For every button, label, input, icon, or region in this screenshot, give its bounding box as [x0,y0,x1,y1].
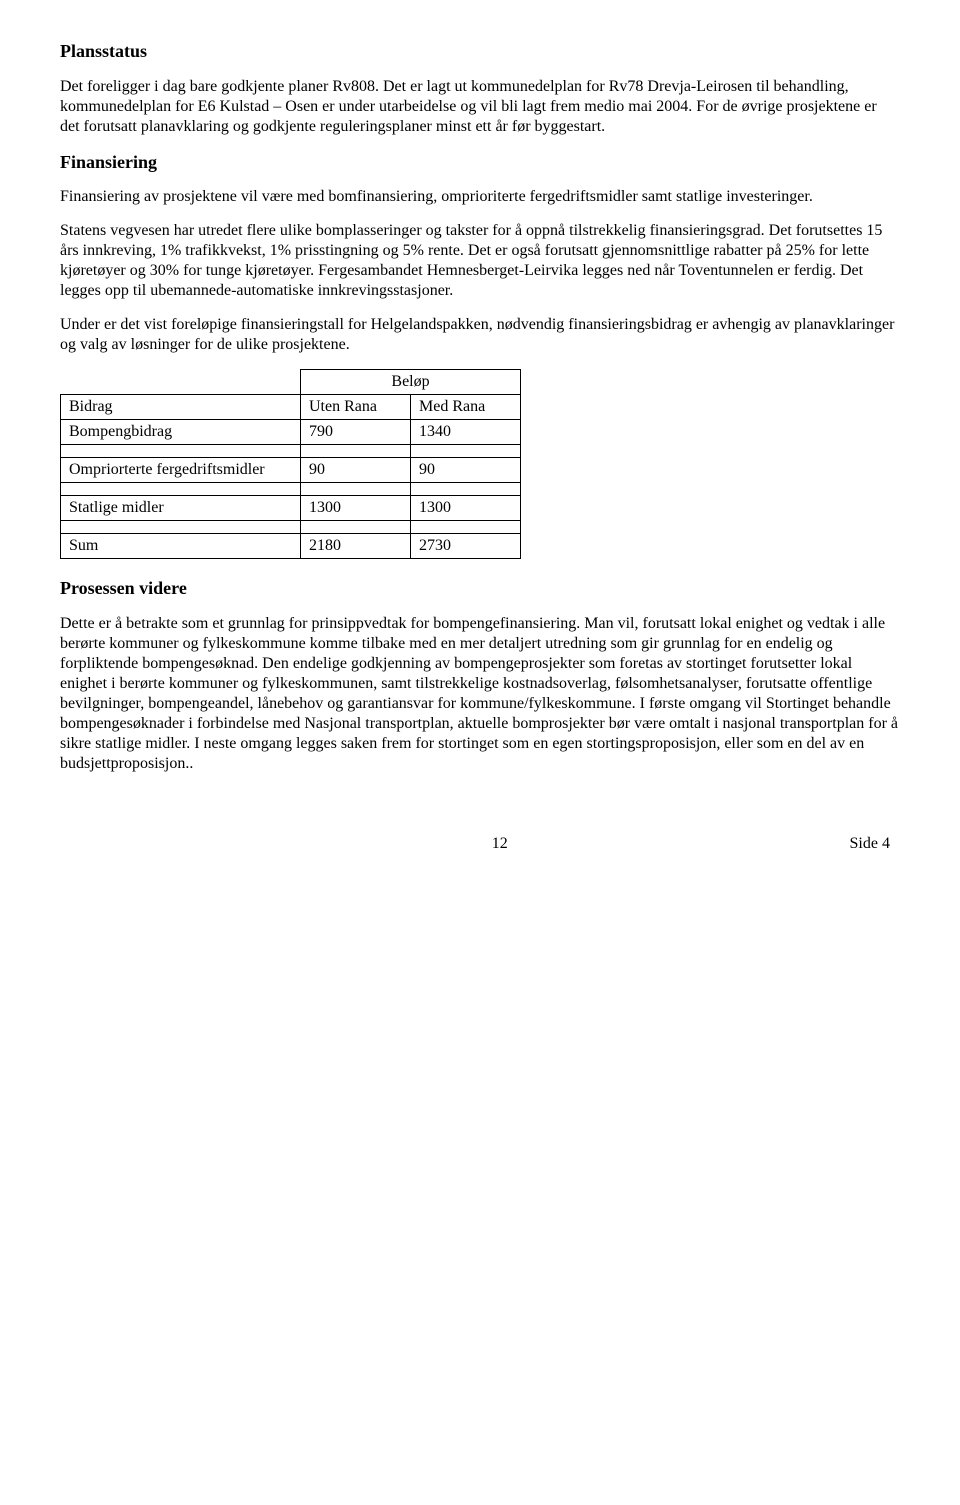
table-caption-cell: Beløp [301,370,521,395]
spacer-cell [411,483,521,496]
table-cell-value: 90 [411,458,521,483]
section-heading-prosessen: Prosessen videre [60,577,900,600]
table-cell-label: Bompengbidrag [61,420,301,445]
financing-table: Beløp Bidrag Uten Rana Med Rana Bompengb… [60,369,521,559]
table-caption-row: Beløp [61,370,521,395]
spacer-cell [411,521,521,534]
table-cell-label: Ompriorterte fergedriftsmidler [61,458,301,483]
table-cell-value: 1340 [411,420,521,445]
table-cell-label: Statlige midler [61,496,301,521]
table-sum-row: Sum 2180 2730 [61,534,521,559]
table-spacer-row [61,483,521,496]
table-row: Statlige midler 1300 1300 [61,496,521,521]
table-cell-value: 1300 [301,496,411,521]
table-spacer-row [61,521,521,534]
section-heading-finansiering: Finansiering [60,151,900,174]
table-cell-value: 790 [301,420,411,445]
table-header-bidrag: Bidrag [61,395,301,420]
table-row: Bompengbidrag 790 1340 [61,420,521,445]
spacer-cell [411,445,521,458]
table-header-row: Bidrag Uten Rana Med Rana [61,395,521,420]
spacer-cell [61,483,301,496]
spacer-cell [301,445,411,458]
spacer-cell [301,483,411,496]
spacer-cell [301,521,411,534]
page-footer: 12 Side 4 [60,834,900,854]
paragraph-prosessen: Dette er å betrakte som et grunnlag for … [60,614,900,774]
table-spacer-row [61,445,521,458]
paragraph-finansiering-3: Under er det vist foreløpige finansierin… [60,315,900,355]
footer-page-right: Side 4 [850,834,890,854]
paragraph-finansiering-1: Finansiering av prosjektene vil være med… [60,187,900,207]
spacer-cell [61,445,301,458]
table-header-uten-rana: Uten Rana [301,395,411,420]
table-cell-value: 90 [301,458,411,483]
table-sum-label: Sum [61,534,301,559]
spacer-cell [61,521,301,534]
paragraph-plansstatus: Det foreligger i dag bare godkjente plan… [60,77,900,137]
table-row: Ompriorterte fergedriftsmidler 90 90 [61,458,521,483]
table-header-med-rana: Med Rana [411,395,521,420]
footer-page-center: 12 [492,834,508,854]
blank-cell [61,370,301,395]
table-sum-value: 2730 [411,534,521,559]
table-cell-value: 1300 [411,496,521,521]
paragraph-finansiering-2: Statens vegvesen har utredet flere ulike… [60,221,900,301]
table-sum-value: 2180 [301,534,411,559]
section-heading-plansstatus: Plansstatus [60,40,900,63]
